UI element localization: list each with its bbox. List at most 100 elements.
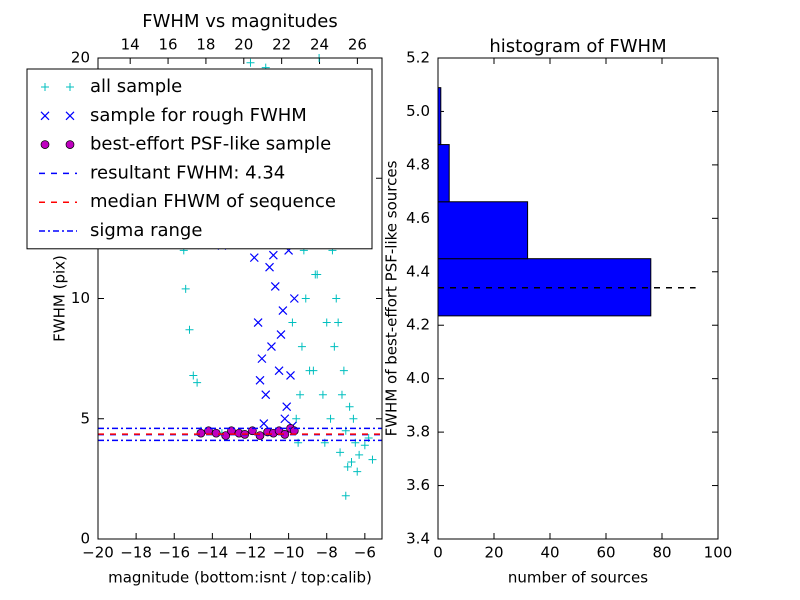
plus-marker xyxy=(360,441,369,450)
x-tick-label: −10 xyxy=(273,544,305,562)
plus-marker xyxy=(347,458,356,467)
plus-marker xyxy=(334,318,343,327)
x-marker xyxy=(274,366,284,376)
plus-marker xyxy=(292,414,301,423)
y-axis-label: FWHM of best-effort PSF-like sources xyxy=(383,160,401,436)
chart-title: FWHM vs magnitudes xyxy=(142,11,337,32)
plus-marker xyxy=(66,83,74,91)
y-tick-label: 4.8 xyxy=(406,155,430,173)
x-axis-label: number of sources xyxy=(508,569,648,587)
x-tick-label: −20 xyxy=(82,544,114,562)
x-marker xyxy=(270,282,280,291)
x-marker xyxy=(40,111,50,121)
y-tick-label: 20 xyxy=(71,49,90,67)
plus-marker xyxy=(189,371,198,380)
x2-tick-label: 22 xyxy=(272,36,291,54)
x-marker xyxy=(289,294,299,303)
y-tick-label: 3.4 xyxy=(406,530,430,548)
x2-tick-label: 26 xyxy=(348,36,367,54)
x-tick-label: −18 xyxy=(120,544,152,562)
legend-label: sigma range xyxy=(90,220,202,241)
x-marker xyxy=(261,390,271,400)
plus-marker xyxy=(318,390,327,399)
histogram-bar xyxy=(437,144,450,203)
plus-marker xyxy=(332,294,341,303)
axes-frame xyxy=(97,57,383,540)
plus-marker xyxy=(349,414,358,423)
y-tick-label: 4.2 xyxy=(406,316,430,334)
circle-marker xyxy=(196,428,206,438)
y-tick-label: 0 xyxy=(80,530,90,548)
plus-marker xyxy=(336,448,345,457)
legend-label: best-effort PSF-like sample xyxy=(90,134,331,155)
x-tick-label: 80 xyxy=(652,544,671,562)
plus-marker xyxy=(368,455,377,464)
circle-marker xyxy=(211,428,221,438)
plus-marker xyxy=(311,270,320,279)
x-tick-label: 20 xyxy=(484,544,503,562)
x-marker xyxy=(255,375,265,385)
plus-marker xyxy=(343,462,352,471)
x-marker xyxy=(265,262,274,272)
x-tick-label: 60 xyxy=(596,544,615,562)
x-tick-label: −14 xyxy=(197,544,229,562)
x-axis-label: magnitude (bottom:isnt / top:calib) xyxy=(108,569,372,587)
plus-marker xyxy=(305,366,314,375)
legend-label: resultant FWHM: 4.34 xyxy=(90,162,285,183)
x-tick-label: 40 xyxy=(540,544,559,562)
y-tick-label: 5.0 xyxy=(406,102,430,120)
plus-marker xyxy=(345,402,354,411)
x2-tick-label: 24 xyxy=(310,36,329,54)
legend-label: sample for rough FWHM xyxy=(90,105,307,126)
legend-box xyxy=(26,68,373,250)
x-marker xyxy=(268,250,278,260)
x2-tick-label: 14 xyxy=(121,36,140,54)
histogram-bar xyxy=(437,201,529,260)
plus-marker xyxy=(353,467,362,476)
y-tick-label: 5.2 xyxy=(406,49,430,67)
x-marker xyxy=(249,253,259,263)
x-marker xyxy=(253,318,263,327)
x2-tick-label: 20 xyxy=(234,36,253,54)
x-tick-label: −16 xyxy=(158,544,190,562)
x-marker xyxy=(257,354,267,364)
x-tick-label: 0 xyxy=(433,544,443,562)
x-marker xyxy=(276,330,286,339)
plus-marker xyxy=(301,294,310,303)
plus-marker xyxy=(355,450,364,459)
plus-marker xyxy=(41,83,49,91)
histogram-bar xyxy=(437,258,652,317)
plus-marker xyxy=(288,318,297,327)
axes-frame xyxy=(437,57,719,540)
x-marker xyxy=(267,342,276,352)
x-tick-label: 100 xyxy=(704,544,733,562)
plus-marker xyxy=(326,414,335,423)
plus-marker xyxy=(246,58,255,67)
y-tick-label: 4.0 xyxy=(406,369,430,387)
x2-tick-label: 16 xyxy=(159,36,178,54)
plus-marker xyxy=(330,342,339,351)
plus-marker xyxy=(181,284,190,293)
y-tick-label: 10 xyxy=(71,289,90,307)
plus-marker xyxy=(322,318,331,327)
circle-marker xyxy=(255,431,265,440)
legend-label: median FHWM of sequence xyxy=(90,191,336,212)
plus-marker xyxy=(341,491,350,500)
y-tick-label: 5 xyxy=(80,409,90,427)
y-tick-label: 3.8 xyxy=(406,423,430,441)
x-tick-label: −8 xyxy=(316,544,338,562)
x-marker xyxy=(65,111,75,121)
x-marker xyxy=(259,419,269,428)
plus-marker xyxy=(337,390,346,399)
x-marker xyxy=(282,402,292,412)
x-marker xyxy=(286,371,295,380)
plus-marker xyxy=(185,325,194,334)
x2-tick-label: 18 xyxy=(196,36,215,54)
circle-marker xyxy=(40,140,50,149)
circle-marker xyxy=(65,140,75,149)
y-tick-label: 3.6 xyxy=(406,476,430,494)
x-marker xyxy=(280,414,290,424)
x-tick-label: −12 xyxy=(235,544,267,562)
plus-marker xyxy=(193,378,202,387)
